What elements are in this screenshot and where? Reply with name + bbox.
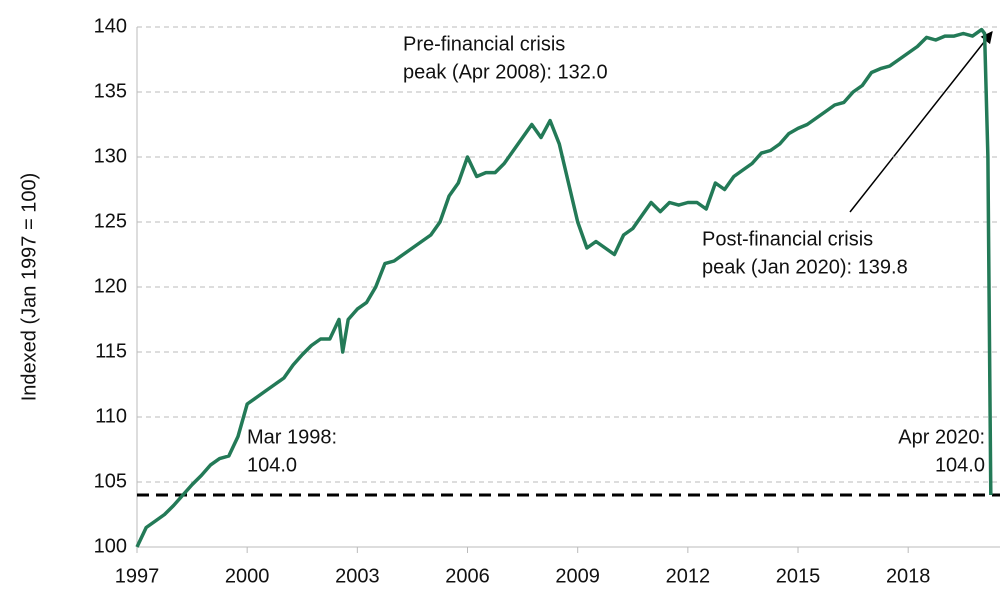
x-tick-label: 1997 [115,565,160,587]
annotation: Apr 2020: [898,426,985,448]
annotation: 104.0 [935,454,985,476]
arrow [849,31,993,213]
annotation: peak (Jan 2020): 139.8 [702,256,908,278]
annotation: Post-financial crisis [702,228,873,250]
y-tick-label: 120 [94,275,127,297]
x-tick-label: 2012 [666,565,711,587]
y-axis-label: Indexed (Jan 1997 = 100) [18,173,40,402]
x-tick-label: 2003 [335,565,380,587]
y-tick-label: 130 [94,145,127,167]
annotation: 104.0 [247,454,297,476]
y-tick-label: 110 [95,405,127,427]
x-tick-label: 2015 [776,565,821,587]
x-tick-label: 2006 [445,565,490,587]
x-tick-label: 2000 [225,565,270,587]
data-line [135,27,993,548]
annotation: Mar 1998: [247,426,337,448]
y-tick-label: 125 [94,210,127,232]
y-tick-label: 105 [94,470,127,492]
annotation: peak (Apr 2008): 132.0 [403,61,608,83]
y-tick-label: 115 [95,340,127,362]
annotation: Pre-financial crisis [403,33,565,55]
y-tick-label: 100 [94,535,127,557]
x-tick-label: 2018 [886,565,931,587]
y-tick-label: 135 [94,80,127,102]
x-tick-label: 2009 [555,565,600,587]
y-tick-label: 140 [94,15,127,37]
